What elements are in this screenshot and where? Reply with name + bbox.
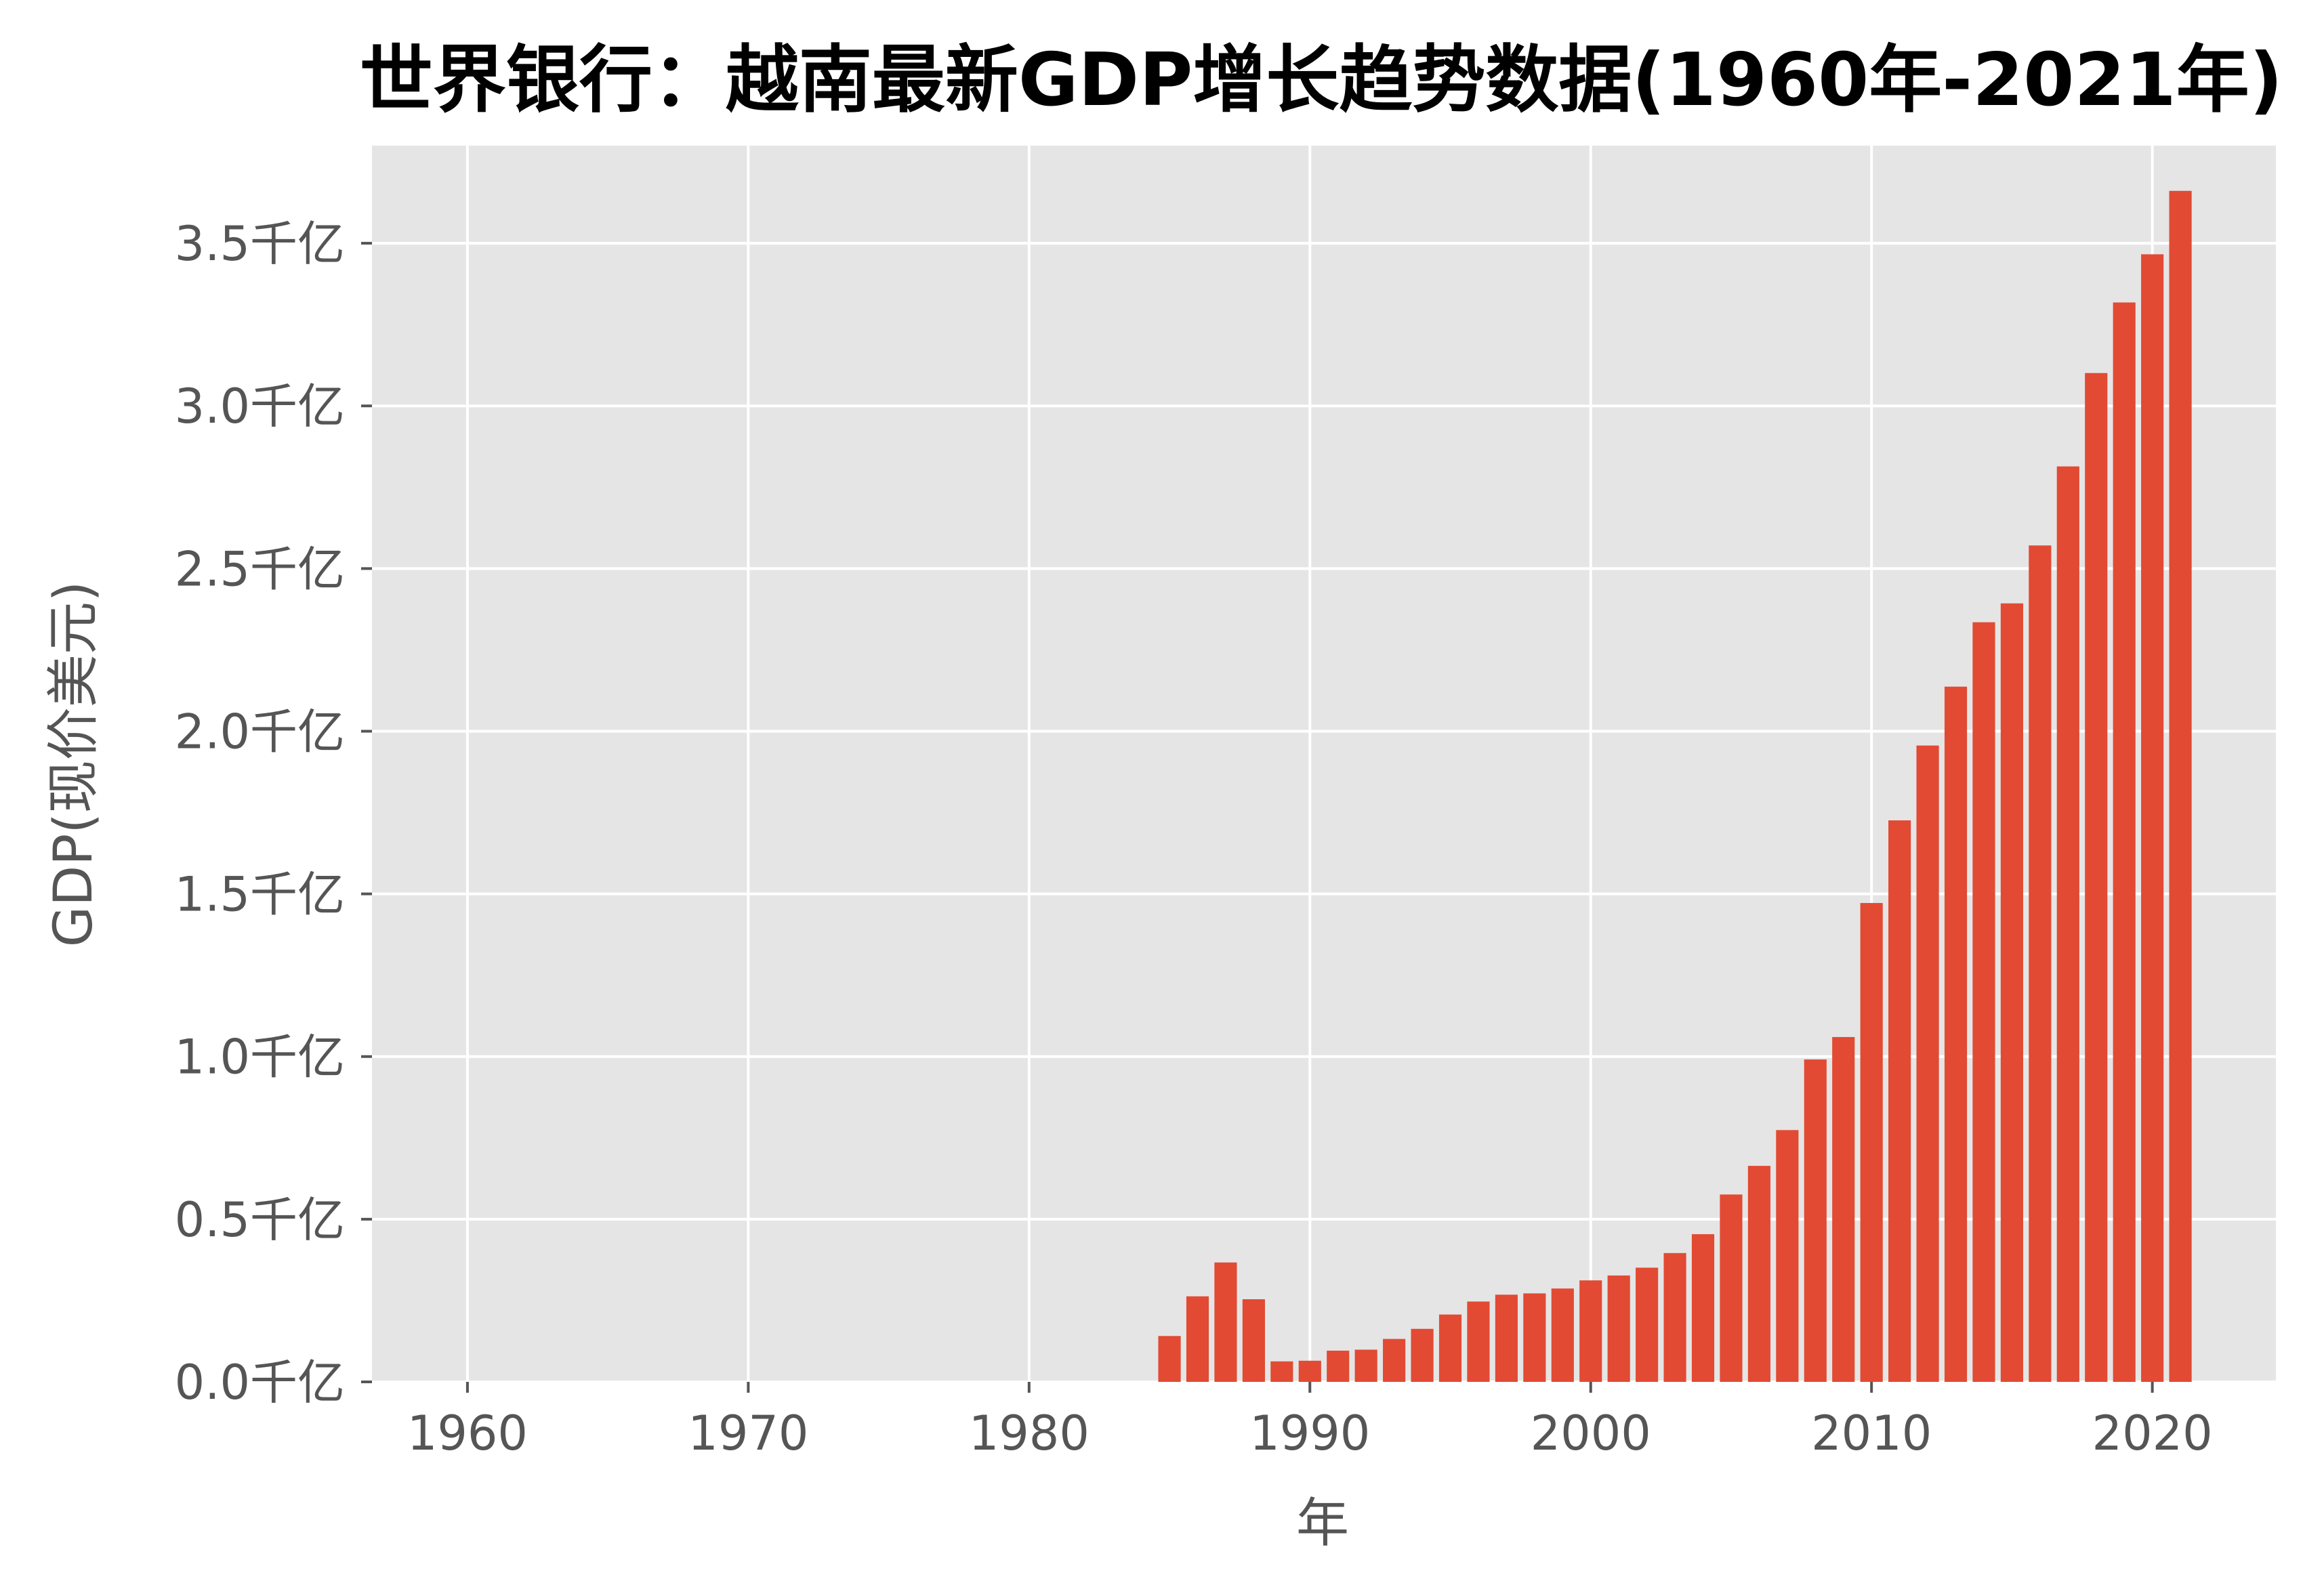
bar-2004	[1691, 1234, 1715, 1382]
y-axis-ticks: 0.0千亿 0.5千亿 1.0千亿 1.5千亿 2.0千亿 2.5千亿 3.0千亿 3.5千亿	[175, 216, 372, 1410]
bar-1990	[1298, 1360, 1321, 1382]
chart-title: 世界银行：越南最新GDP增长趋势数据(1960年-2021年)	[360, 38, 2283, 123]
bar-2021	[2169, 190, 2192, 1382]
x-tick-label: 1960	[407, 1406, 528, 1461]
bar-2010	[1860, 903, 1883, 1382]
bar-2016	[2029, 545, 2052, 1382]
bars	[1158, 190, 2192, 1383]
bar-2000	[1579, 1280, 1602, 1382]
x-tick-label: 1970	[688, 1406, 808, 1461]
bar-2011	[1888, 820, 1911, 1382]
x-tick-label: 1980	[969, 1406, 1090, 1461]
bar-1997	[1495, 1294, 1518, 1382]
bar-1999	[1551, 1288, 1574, 1382]
bar-1987	[1214, 1262, 1237, 1382]
bar-1991	[1327, 1350, 1350, 1382]
x-tick-label: 2020	[2092, 1406, 2213, 1461]
bar-2014	[1972, 622, 1995, 1383]
x-axis-label: 年	[1296, 1493, 1349, 1554]
bar-1986	[1186, 1296, 1209, 1382]
y-tick-label: 1.0千亿	[175, 1030, 345, 1085]
y-tick-label: 2.5千亿	[175, 541, 345, 597]
bar-1988	[1242, 1299, 1265, 1382]
y-tick-label: 2.0千亿	[175, 704, 345, 759]
bar-2003	[1663, 1252, 1686, 1382]
y-tick-label: 0.0千亿	[175, 1355, 345, 1410]
bar-1985	[1158, 1336, 1181, 1382]
bar-2015	[2000, 603, 2023, 1383]
bar-2006	[1747, 1166, 1770, 1382]
bar-2009	[1832, 1036, 1855, 1382]
bar-2001	[1607, 1275, 1630, 1382]
bar-2017	[2056, 466, 2079, 1382]
bar-2013	[1944, 686, 1968, 1382]
x-tick-label: 1990	[1249, 1406, 1370, 1461]
y-tick-label: 1.5千亿	[175, 867, 345, 923]
bar-1993	[1383, 1339, 1406, 1382]
x-tick-label: 2010	[1811, 1406, 1932, 1461]
bar-2018	[2085, 373, 2108, 1383]
bar-1992	[1354, 1349, 1377, 1382]
bar-1995	[1438, 1314, 1462, 1382]
bar-2002	[1636, 1267, 1659, 1382]
bar-1996	[1467, 1301, 1490, 1382]
bar-2008	[1804, 1059, 1827, 1382]
bar-1994	[1411, 1328, 1434, 1382]
bar-2005	[1720, 1194, 1743, 1382]
y-tick-label: 3.0千亿	[175, 379, 345, 434]
bar-2012	[1916, 745, 1939, 1382]
bar-2007	[1776, 1130, 1799, 1382]
bar-2019	[2113, 302, 2136, 1383]
y-tick-label: 0.5千亿	[175, 1192, 345, 1248]
bar-1989	[1270, 1361, 1293, 1382]
x-tick-label: 2000	[1531, 1406, 1651, 1461]
y-axis-label: GDP(现价美元)	[43, 581, 104, 947]
x-axis-ticks: 1960 1970 1980 1990 2000 2010 2020	[407, 1382, 2213, 1461]
bar-2020	[2141, 254, 2164, 1382]
y-tick-label: 3.5千亿	[175, 216, 345, 272]
bar-1998	[1523, 1293, 1546, 1382]
